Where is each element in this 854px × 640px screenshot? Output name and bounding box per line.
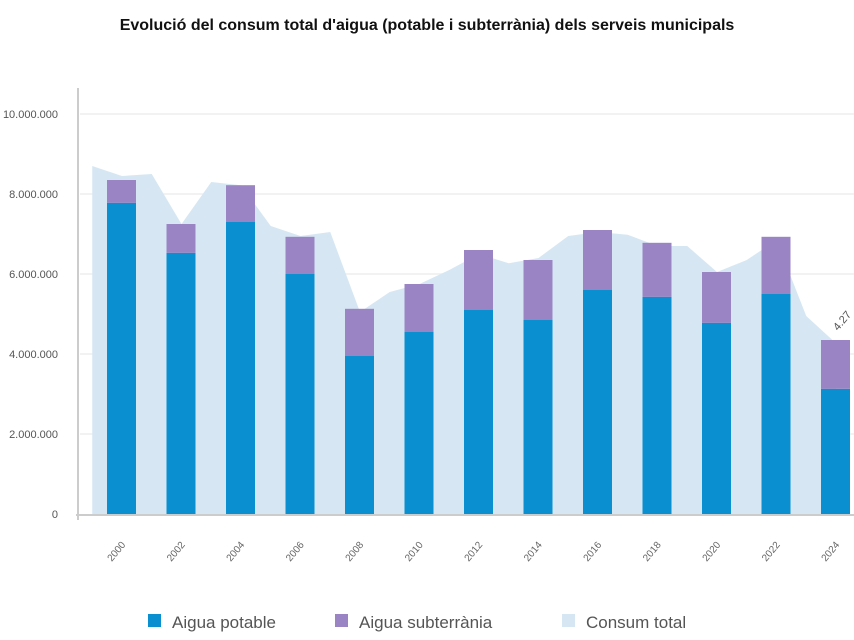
- legend-swatch: [148, 614, 161, 627]
- x-tick-label: 2008: [344, 540, 367, 564]
- bar-aigua-subterrania: [226, 185, 255, 222]
- bar-aigua-potable: [821, 388, 850, 514]
- x-tick-label: 2010: [403, 540, 426, 564]
- x-tick-label: 2000: [106, 540, 129, 564]
- bar-aigua-potable: [226, 222, 255, 514]
- bar-aigua-subterrania: [404, 284, 434, 332]
- bar-aigua-subterrania: [642, 242, 672, 297]
- x-tick-label: 2002: [165, 540, 188, 564]
- bar-aigua-subterrania: [523, 260, 553, 320]
- x-tick-label: 2012: [463, 540, 486, 564]
- bar-aigua-potable: [166, 252, 196, 515]
- x-tick-label: 2022: [760, 540, 783, 564]
- bar-aigua-subterrania: [107, 180, 136, 203]
- bar-aigua-subterrania: [761, 236, 791, 294]
- legend-label: Aigua subterrània: [359, 613, 493, 632]
- bar-aigua-subterrania: [464, 250, 493, 310]
- legend-swatch: [335, 614, 348, 627]
- x-tick-label: 2018: [641, 540, 664, 564]
- legend-label: Aigua potable: [172, 613, 276, 632]
- legend-label: Consum total: [586, 613, 686, 632]
- data-label: 4.27: [831, 309, 854, 333]
- y-tick-label: 0: [52, 509, 58, 521]
- bar-aigua-potable: [702, 322, 731, 514]
- x-tick-label: 2004: [225, 540, 248, 564]
- bar-aigua-subterrania: [821, 340, 850, 389]
- x-tick-label: 2016: [582, 540, 605, 564]
- bar-aigua-potable: [523, 320, 553, 514]
- x-tick-label: 2024: [820, 540, 843, 564]
- y-tick-label: 2.000.000: [9, 429, 58, 441]
- bar-aigua-potable: [345, 356, 374, 514]
- x-tick-label: 2020: [701, 540, 724, 564]
- y-tick-label: 8.000.000: [9, 189, 58, 201]
- chart-title: Evolució del consum total d'aigua (potab…: [119, 17, 735, 34]
- bar-aigua-potable: [464, 310, 493, 514]
- y-tick-label: 6.000.000: [9, 269, 58, 281]
- bar-aigua-potable: [285, 274, 315, 514]
- bar-aigua-potable: [761, 294, 791, 514]
- bar-aigua-potable: [642, 296, 672, 514]
- legend-swatch: [562, 614, 575, 627]
- bar-aigua-subterrania: [583, 230, 612, 290]
- x-tick-label: 2006: [284, 540, 307, 564]
- bar-aigua-potable: [583, 290, 612, 514]
- bar-aigua-subterrania: [285, 236, 315, 274]
- y-tick-label: 10.000.000: [3, 109, 58, 121]
- bar-aigua-subterrania: [702, 272, 731, 323]
- y-tick-label: 4.000.000: [9, 349, 58, 361]
- x-tick-label: 2014: [522, 540, 545, 564]
- bar-aigua-potable: [107, 202, 136, 515]
- bar-aigua-potable: [404, 332, 434, 514]
- bar-aigua-subterrania: [166, 224, 196, 253]
- bar-aigua-subterrania: [345, 308, 374, 356]
